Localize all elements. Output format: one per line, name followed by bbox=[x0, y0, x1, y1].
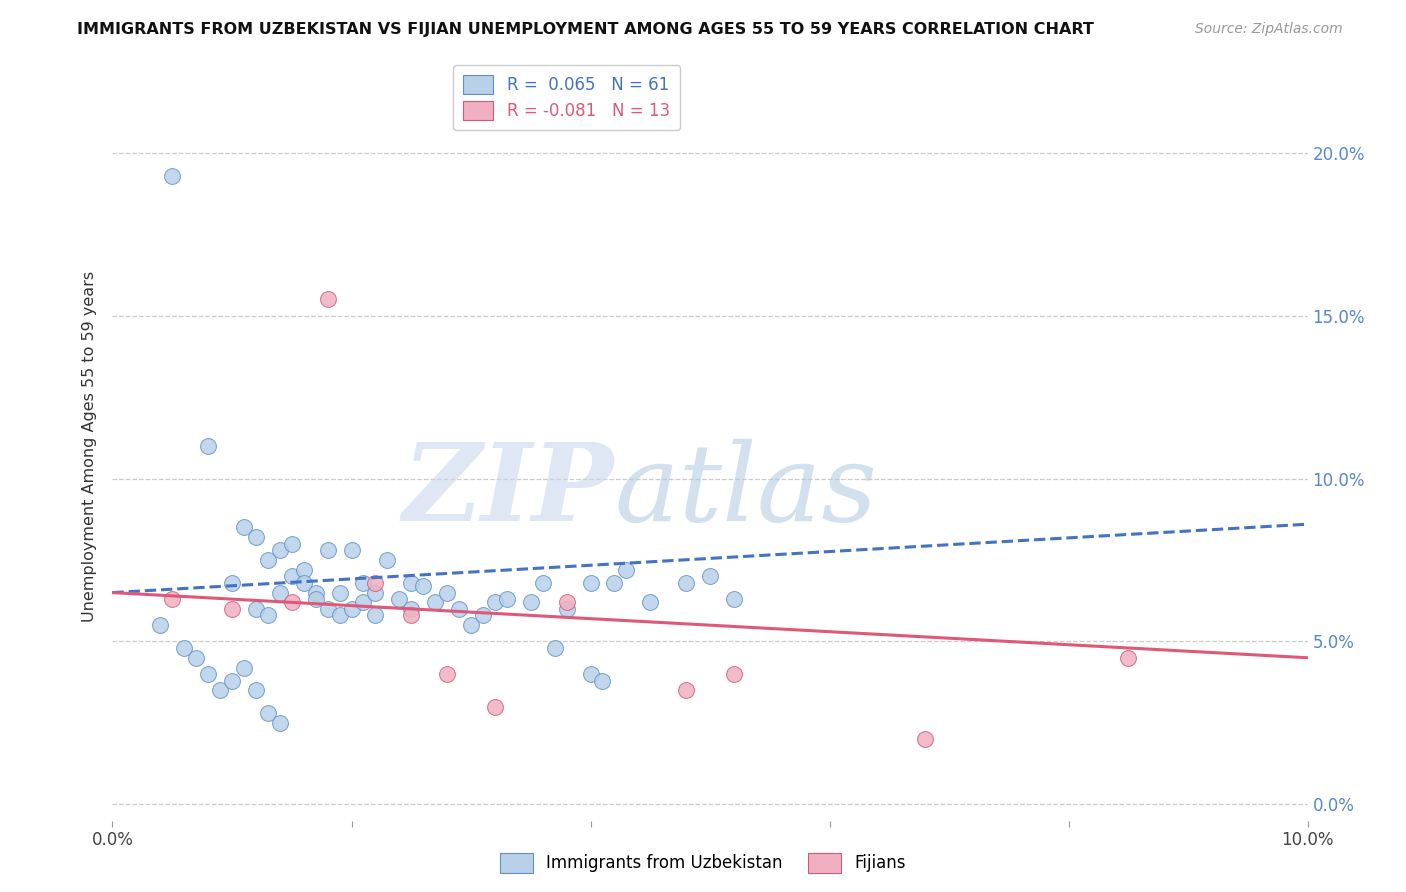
Point bbox=[616, 563, 638, 577]
Point bbox=[149, 618, 172, 632]
Point bbox=[281, 595, 304, 609]
Point bbox=[401, 608, 423, 623]
Point bbox=[460, 618, 482, 632]
Point bbox=[496, 592, 519, 607]
Point bbox=[484, 595, 506, 609]
Point bbox=[579, 667, 602, 681]
Point bbox=[269, 715, 291, 730]
Point bbox=[364, 608, 387, 623]
Point bbox=[305, 592, 328, 607]
Point bbox=[543, 640, 565, 655]
Point bbox=[257, 706, 280, 720]
Point bbox=[592, 673, 614, 688]
Point bbox=[675, 575, 697, 590]
Point bbox=[233, 520, 256, 534]
Point bbox=[401, 575, 423, 590]
Point bbox=[162, 592, 183, 607]
Point bbox=[555, 602, 578, 616]
Point bbox=[436, 667, 458, 681]
Point bbox=[292, 563, 315, 577]
Point bbox=[364, 585, 387, 599]
Point bbox=[245, 530, 267, 544]
Point bbox=[364, 575, 387, 590]
Point bbox=[281, 569, 304, 583]
Point bbox=[531, 575, 554, 590]
Point bbox=[269, 585, 291, 599]
Text: Source: ZipAtlas.com: Source: ZipAtlas.com bbox=[1195, 22, 1343, 37]
Point bbox=[520, 595, 543, 609]
Legend: R =  0.065   N = 61, R = -0.081   N = 13: R = 0.065 N = 61, R = -0.081 N = 13 bbox=[453, 65, 681, 130]
Point bbox=[603, 575, 626, 590]
Point bbox=[281, 537, 304, 551]
Point bbox=[723, 592, 745, 607]
Point bbox=[162, 169, 183, 183]
Point bbox=[305, 585, 328, 599]
Text: atlas: atlas bbox=[614, 438, 877, 543]
Point bbox=[425, 595, 447, 609]
Point bbox=[316, 543, 339, 558]
Point bbox=[221, 602, 243, 616]
Point bbox=[914, 732, 936, 747]
Point bbox=[436, 585, 458, 599]
Y-axis label: Unemployment Among Ages 55 to 59 years: Unemployment Among Ages 55 to 59 years bbox=[82, 270, 97, 622]
Point bbox=[353, 595, 375, 609]
Point bbox=[353, 575, 375, 590]
Point bbox=[329, 608, 352, 623]
Point bbox=[197, 439, 219, 453]
Point bbox=[329, 585, 352, 599]
Point bbox=[316, 293, 339, 307]
Text: ZIP: ZIP bbox=[404, 438, 614, 544]
Point bbox=[257, 553, 280, 567]
Point bbox=[173, 640, 195, 655]
Point bbox=[472, 608, 495, 623]
Point bbox=[1118, 650, 1140, 665]
Point bbox=[186, 650, 208, 665]
Point bbox=[579, 575, 602, 590]
Point bbox=[257, 608, 280, 623]
Point bbox=[388, 592, 411, 607]
Point bbox=[245, 602, 267, 616]
Point bbox=[221, 673, 243, 688]
Point bbox=[233, 660, 256, 674]
Point bbox=[292, 575, 315, 590]
Point bbox=[401, 602, 423, 616]
Point bbox=[449, 602, 471, 616]
Point bbox=[723, 667, 745, 681]
Point bbox=[221, 575, 243, 590]
Point bbox=[699, 569, 721, 583]
Point bbox=[555, 595, 578, 609]
Text: IMMIGRANTS FROM UZBEKISTAN VS FIJIAN UNEMPLOYMENT AMONG AGES 55 TO 59 YEARS CORR: IMMIGRANTS FROM UZBEKISTAN VS FIJIAN UNE… bbox=[77, 22, 1094, 37]
Point bbox=[675, 683, 697, 698]
Point bbox=[245, 683, 267, 698]
Point bbox=[412, 579, 434, 593]
Point bbox=[640, 595, 662, 609]
Point bbox=[197, 667, 219, 681]
Point bbox=[209, 683, 232, 698]
Point bbox=[340, 602, 363, 616]
Point bbox=[484, 699, 506, 714]
Point bbox=[269, 543, 291, 558]
Point bbox=[340, 543, 363, 558]
Point bbox=[316, 602, 339, 616]
Point bbox=[377, 553, 399, 567]
Legend: Immigrants from Uzbekistan, Fijians: Immigrants from Uzbekistan, Fijians bbox=[494, 847, 912, 880]
